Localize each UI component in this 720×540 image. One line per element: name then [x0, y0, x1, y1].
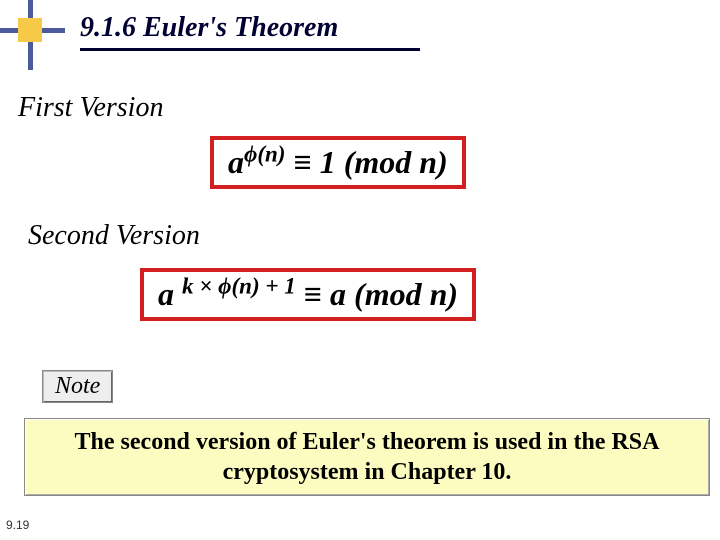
formula-1-container: aϕ(n) ≡ 1 (mod n)	[210, 136, 466, 189]
formula1-exponent: ϕ(n)	[244, 140, 285, 166]
formula2-base: a	[158, 276, 182, 312]
formula-2-container: a k × ϕ(n) + 1 ≡ a (mod n)	[140, 268, 476, 321]
slide-title: 9.1.6 Euler's Theorem	[80, 12, 338, 44]
formula2-exponent: k × ϕ(n) + 1	[182, 272, 296, 298]
formula-2-box: a k × ϕ(n) + 1 ≡ a (mod n)	[140, 268, 476, 321]
formula2-rhs: ≡ a (mod n)	[296, 276, 458, 312]
page-number: 9.19	[6, 518, 29, 532]
note-text: The second version of Euler's theorem is…	[75, 429, 660, 485]
note-label: Note	[55, 373, 100, 399]
title-underline	[80, 48, 420, 51]
decor-square	[18, 18, 42, 42]
formula-1-box: aϕ(n) ≡ 1 (mod n)	[210, 136, 466, 189]
note-text-box: The second version of Euler's theorem is…	[24, 418, 710, 496]
note-label-box: Note	[42, 370, 113, 403]
second-version-label: Second Version	[28, 220, 200, 252]
first-version-label: First Version	[18, 92, 163, 124]
formula1-base: a	[228, 144, 244, 180]
formula1-rhs: ≡ 1 (mod n)	[285, 144, 447, 180]
